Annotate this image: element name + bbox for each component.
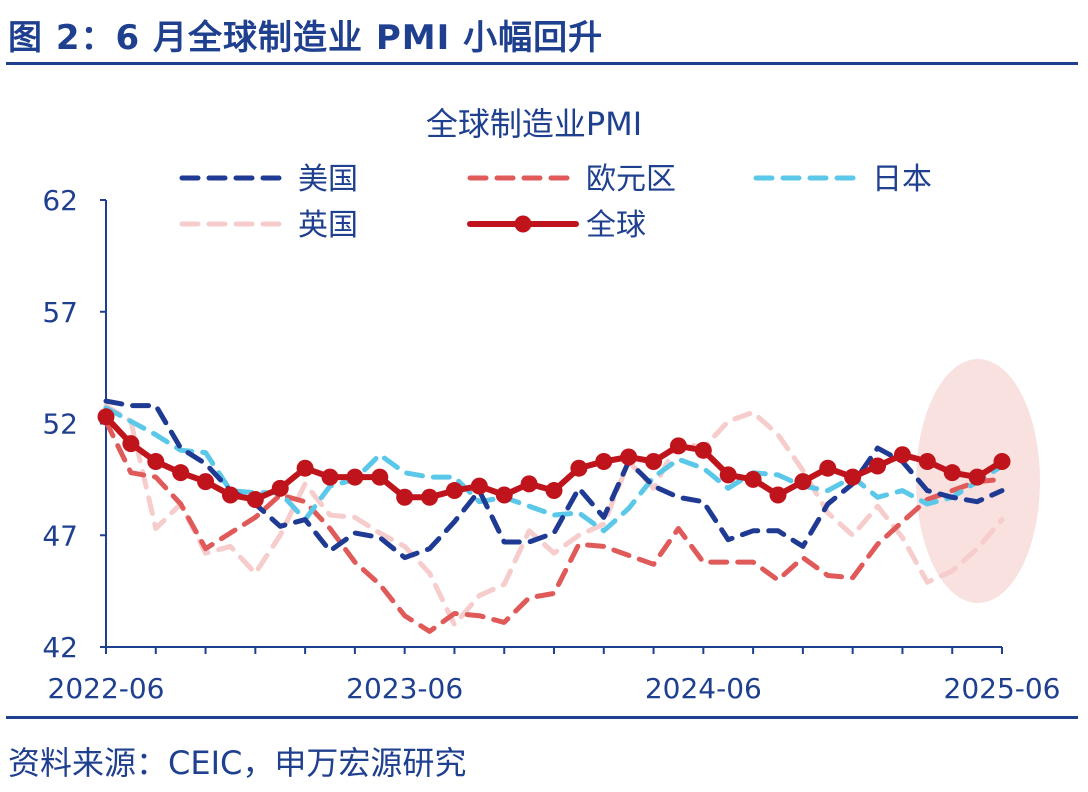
axes: 42 47 52 57 62 2022-06 2023-06 2024-06 2025-06 [42, 184, 1060, 705]
y-tick-label: 42 [42, 631, 78, 664]
legend-marker [514, 215, 532, 233]
global-point [819, 459, 837, 477]
top-rule [6, 62, 1078, 65]
global-point [172, 464, 190, 482]
global-point [495, 486, 513, 504]
global-point [197, 473, 215, 491]
global-point [221, 486, 239, 504]
chart-title: 全球制造业PMI [426, 105, 642, 143]
legend-label: 美国 [298, 162, 358, 197]
global-point [893, 446, 911, 464]
x-tick-label: 2022-06 [48, 672, 165, 705]
source-note: 资料来源：CEIC，申万宏源研究 [8, 744, 467, 782]
legend-label: 日本 [872, 162, 932, 197]
global-point [993, 452, 1011, 470]
global-point [595, 452, 613, 470]
series-layer [97, 398, 1011, 634]
global-point [321, 468, 339, 486]
global-point [545, 482, 563, 500]
global-point [122, 435, 140, 453]
y-tick-label: 57 [42, 296, 78, 329]
series-line-2 [103, 418, 1005, 634]
global-point [296, 459, 314, 477]
global-point [97, 408, 115, 426]
y-tick-label: 47 [42, 519, 78, 552]
global-point [694, 441, 712, 459]
x-tick-label: 2023-06 [346, 672, 463, 705]
legend-label: 英国 [298, 208, 358, 243]
global-point [470, 477, 488, 495]
global-point [346, 468, 364, 486]
x-tick-label: 2025-06 [944, 672, 1061, 705]
legend-label: 欧元区 [586, 162, 676, 197]
legend-label: 全球 [586, 208, 646, 243]
global-point [744, 470, 762, 488]
global-point [271, 479, 289, 497]
global-point [869, 457, 887, 475]
x-tick-label: 2024-06 [645, 672, 762, 705]
global-point [445, 482, 463, 500]
global-point [520, 475, 538, 493]
global-point [794, 473, 812, 491]
y-tick-label: 52 [42, 408, 78, 441]
global-point [968, 468, 986, 486]
global-point [371, 468, 389, 486]
series-line-4 [103, 403, 1005, 628]
global-point [719, 466, 737, 484]
global-point [943, 464, 961, 482]
global-point [246, 490, 264, 508]
global-point [645, 452, 663, 470]
y-tick-label: 62 [42, 184, 78, 217]
bottom-rule [6, 716, 1078, 719]
figure-title: 图 2：6 月全球制造业 PMI 小幅回升 [8, 18, 604, 58]
global-point [918, 452, 936, 470]
global-point [620, 448, 638, 466]
global-point [421, 488, 439, 506]
series-line-1 [103, 398, 1005, 561]
global-point [769, 486, 787, 504]
global-point [396, 488, 414, 506]
global-point [669, 437, 687, 455]
global-point [570, 459, 588, 477]
global-point [844, 468, 862, 486]
global-point [147, 452, 165, 470]
